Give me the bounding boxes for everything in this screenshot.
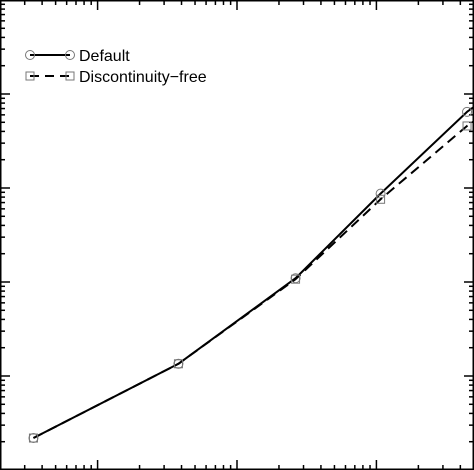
legend-marker-default-end bbox=[65, 50, 75, 60]
legend-marker-default bbox=[25, 50, 35, 60]
series-layer bbox=[28, 105, 474, 444]
data-point-default bbox=[462, 106, 473, 117]
legend-marker-discontinuity-free-end bbox=[65, 71, 75, 81]
legend-label-discontinuity-free: Discontinuity−free bbox=[79, 69, 207, 86]
data-point-discontinuity-free bbox=[173, 359, 183, 369]
legend-label-default: Default bbox=[79, 48, 130, 65]
data-point-discontinuity-free bbox=[462, 121, 472, 131]
legend: Default Discontinuity−free bbox=[25, 48, 207, 86]
legend-marker-discontinuity-free bbox=[25, 71, 35, 81]
data-point-discontinuity-free bbox=[291, 274, 301, 284]
data-point-discontinuity-free bbox=[28, 433, 38, 443]
data-point-discontinuity-free bbox=[376, 194, 386, 204]
series-line-discontinuity-free bbox=[33, 119, 474, 439]
